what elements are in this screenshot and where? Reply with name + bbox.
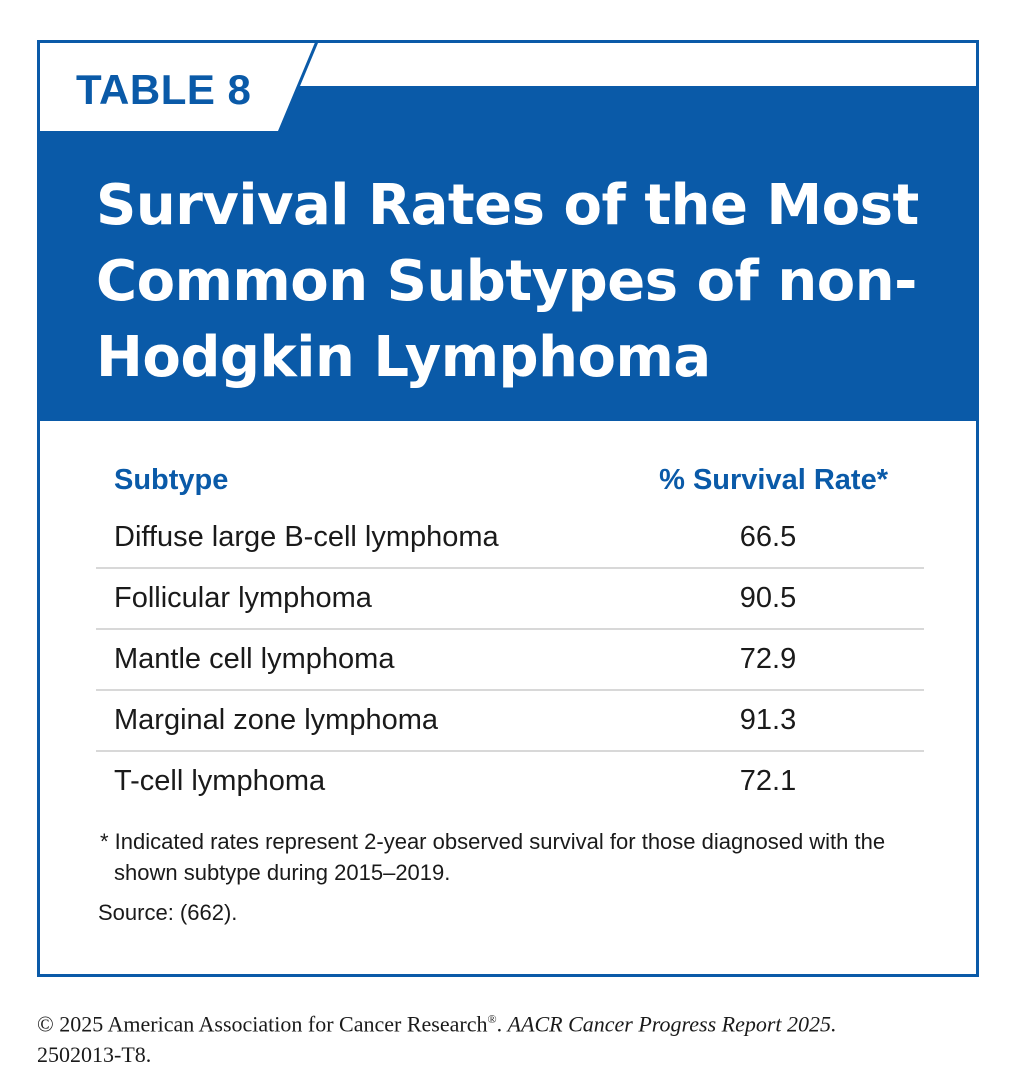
cell-subtype: Follicular lymphoma [114, 582, 372, 614]
copyright-separator: . [496, 1011, 508, 1037]
table-row: Diffuse large B-cell lymphoma 66.5 [96, 508, 924, 569]
figure-code: 2502013-T8. [37, 1042, 152, 1068]
table-row: Mantle cell lymphoma 72.9 [96, 630, 924, 691]
column-header-subtype: Subtype [114, 463, 229, 496]
table-row: T-cell lymphoma 72.1 [96, 752, 924, 811]
cell-rate: 66.5 [739, 521, 797, 553]
table-frame [37, 40, 979, 977]
cell-rate: 90.5 [739, 582, 797, 614]
survival-table: Subtype % Survival Rate* Diffuse large B… [96, 452, 924, 811]
report-name: AACR Cancer Progress Report 2025. [507, 1011, 837, 1037]
table-footnote: * Indicated rates represent 2-year obser… [100, 829, 886, 885]
cell-rate: 91.3 [739, 704, 797, 736]
cell-subtype: T-cell lymphoma [114, 765, 326, 797]
table-label-tab [37, 40, 320, 134]
registered-mark: ® [487, 1012, 497, 1026]
cell-rate: 72.9 [739, 643, 797, 675]
cell-subtype: Marginal zone lymphoma [114, 704, 438, 736]
table-row: Marginal zone lymphoma 91.3 [96, 691, 924, 752]
cell-subtype: Diffuse large B-cell lymphoma [114, 521, 499, 553]
table-header-row: Subtype % Survival Rate* [96, 452, 924, 508]
cell-subtype: Mantle cell lymphoma [114, 643, 395, 675]
table-row: Follicular lymphoma 90.5 [96, 569, 924, 630]
column-header-rate: % Survival Rate* [659, 463, 888, 496]
cell-rate: 72.1 [739, 765, 797, 797]
copyright-notice: © 2025 American Association for Cancer R… [37, 1004, 997, 1070]
source-note: Source: (662). [98, 900, 238, 925]
table-title: Survival Rates of the Most Common Subtyp… [96, 173, 919, 390]
copyright-prefix: © 2025 American Association for Cancer R… [37, 1011, 488, 1037]
title-band [40, 86, 976, 421]
table-label: TABLE 8 [76, 66, 252, 113]
